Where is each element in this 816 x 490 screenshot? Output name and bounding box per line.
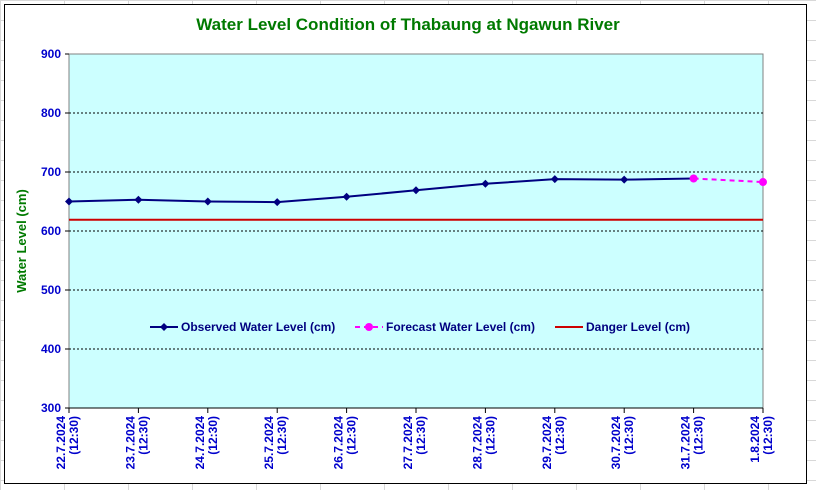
x-tick-label: 22.7.2024 bbox=[54, 416, 68, 470]
data-point bbox=[134, 195, 143, 204]
data-point bbox=[203, 197, 212, 206]
y-tick-label: 700 bbox=[41, 165, 61, 179]
y-tick-label: 500 bbox=[41, 283, 61, 297]
data-point bbox=[342, 192, 351, 201]
data-point bbox=[481, 179, 490, 188]
x-tick-label: (12:30) bbox=[622, 416, 636, 455]
x-tick-label: (12:30) bbox=[761, 416, 775, 455]
x-axis-ticks: 22.7.2024 (12:30) 23.7.2024 (12:30) 24.7.202… bbox=[54, 407, 775, 470]
x-tick-label: 23.7.2024 bbox=[123, 416, 137, 470]
data-point bbox=[273, 198, 282, 207]
legend: Observed Water Level (cm) Forecast Water … bbox=[150, 320, 690, 334]
x-tick-label: 29.7.2024 bbox=[540, 416, 554, 470]
x-tick-label: (12:30) bbox=[692, 416, 706, 455]
x-tick-label: 25.7.2024 bbox=[262, 416, 276, 470]
legend-label: Forecast Water Level (cm) bbox=[386, 320, 535, 334]
y-axis-label: Water Level (cm) bbox=[14, 189, 29, 293]
x-tick-label: 24.7.2024 bbox=[193, 416, 207, 470]
data-series bbox=[65, 174, 767, 221]
data-point bbox=[689, 174, 698, 183]
legend-label: Observed Water Level (cm) bbox=[181, 320, 335, 334]
x-tick-label: 27.7.2024 bbox=[401, 416, 415, 470]
y-axis-ticks: 300 400 500 600 700 800 900 bbox=[41, 47, 69, 415]
y-tick-label: 800 bbox=[41, 106, 61, 120]
data-point bbox=[65, 197, 73, 206]
x-tick-label: (12:30) bbox=[553, 416, 567, 455]
x-tick-label: (12:30) bbox=[136, 416, 150, 455]
x-tick-label: 26.7.2024 bbox=[332, 416, 346, 470]
data-point bbox=[550, 175, 559, 184]
x-tick-label: (12:30) bbox=[483, 416, 497, 455]
x-tick-label: 28.7.2024 bbox=[470, 416, 484, 470]
data-point bbox=[620, 175, 629, 184]
x-tick-label: (12:30) bbox=[67, 416, 81, 455]
x-tick-label: 1.8.2024 bbox=[748, 416, 762, 463]
x-tick-label: (12:30) bbox=[414, 416, 428, 455]
x-tick-label: 30.7.2024 bbox=[609, 416, 623, 470]
x-tick-label: 31.7.2024 bbox=[679, 416, 693, 470]
legend-marker bbox=[365, 323, 373, 331]
y-tick-label: 900 bbox=[41, 47, 61, 61]
y-tick-label: 600 bbox=[41, 224, 61, 238]
x-tick-label: (12:30) bbox=[275, 416, 289, 455]
legend-marker bbox=[160, 323, 168, 331]
data-point bbox=[759, 178, 767, 187]
y-tick-label: 400 bbox=[41, 342, 61, 356]
series-line bbox=[693, 177, 764, 184]
series-line bbox=[68, 177, 694, 204]
x-tick-label: (12:30) bbox=[206, 416, 220, 455]
y-tick-label: 300 bbox=[41, 401, 61, 415]
legend-label: Danger Level (cm) bbox=[586, 320, 690, 334]
data-point bbox=[412, 186, 420, 195]
chart-title: Water Level Condition of Thabaung at Nga… bbox=[196, 15, 620, 34]
x-tick-label: (12:30) bbox=[345, 416, 359, 455]
